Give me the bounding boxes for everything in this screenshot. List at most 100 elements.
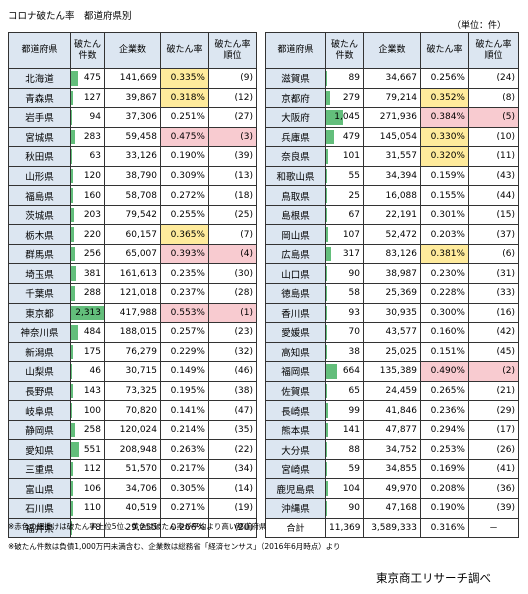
bankruptcy-rate: 0.169% xyxy=(420,458,469,480)
bankruptcy-rate: 0.272% xyxy=(160,185,209,206)
company-count: 34,706 xyxy=(104,478,161,500)
bankruptcy-rate: 0.155% xyxy=(420,185,469,206)
company-count: 43,577 xyxy=(363,322,421,343)
table-row: 石川県 110 40,519 0.271% (19) xyxy=(8,498,257,519)
prefecture-name: 福岡県 xyxy=(265,361,326,382)
table-row: 秋田県 63 33,126 0.190% (39) xyxy=(8,146,257,167)
company-count: 73,325 xyxy=(104,380,161,402)
count-bar xyxy=(326,442,328,457)
rate-rank: (39) xyxy=(468,498,519,519)
rate-rank: (4) xyxy=(208,243,257,265)
bankruptcy-count: 90 xyxy=(325,498,364,519)
count-bar xyxy=(326,344,327,360)
left-table: 都道府県 破たん 件数 企業数 破たん率 破たん率 順位 北海道 475 141,669… xyxy=(8,32,257,539)
prefecture-name: 和歌山県 xyxy=(265,165,326,187)
total-companies: 3,589,333 xyxy=(363,517,421,539)
prefecture-name: 静岡県 xyxy=(8,419,71,441)
prefecture-name: 愛知県 xyxy=(8,439,71,460)
count-value: 88 xyxy=(348,444,360,455)
company-count: 161,613 xyxy=(104,263,161,285)
bankruptcy-rate: 0.294% xyxy=(420,419,469,441)
rate-rank: (2) xyxy=(468,361,519,382)
company-count: 34,394 xyxy=(363,165,421,187)
source-credit: 東京商工リサーチ調べ xyxy=(376,571,491,585)
rate-rank: (39) xyxy=(208,146,257,167)
bankruptcy-rate: 0.236% xyxy=(420,400,469,421)
total-rate: 0.316% xyxy=(420,517,469,539)
company-count: 121,018 xyxy=(104,283,161,304)
bankruptcy-count: 175 xyxy=(70,341,105,363)
count-bar xyxy=(71,403,73,418)
count-bar xyxy=(71,422,75,438)
rate-rank: (6) xyxy=(468,243,519,265)
bankruptcy-rate: 0.330% xyxy=(420,126,469,148)
rate-rank: (30) xyxy=(208,263,257,285)
bankruptcy-count: 67 xyxy=(325,204,364,226)
company-count: 31,557 xyxy=(363,146,421,167)
bankruptcy-count: 89 xyxy=(325,68,364,89)
table-row: 山口県 90 38,987 0.230% (31) xyxy=(265,263,519,285)
rate-rank: (28) xyxy=(208,283,257,304)
count-bar xyxy=(326,403,328,418)
rate-rank: (37) xyxy=(468,224,519,245)
table-row: 和歌山県 55 34,394 0.159% (43) xyxy=(265,165,519,187)
company-count: 141,669 xyxy=(104,68,161,89)
table-row: 青森県 127 39,867 0.318% (12) xyxy=(8,87,257,109)
bankruptcy-count: 1,045 xyxy=(325,107,364,128)
prefecture-name: 熊本県 xyxy=(265,419,326,441)
table-row: 宮城県 283 59,458 0.475% (3) xyxy=(8,126,257,148)
table-title: コロナ破たん率 都道府県別 xyxy=(8,11,132,22)
count-bar xyxy=(71,461,73,477)
bankruptcy-rate: 0.237% xyxy=(160,283,209,304)
bankruptcy-rate: 0.251% xyxy=(160,107,209,128)
count-value: 55 xyxy=(348,171,360,181)
bankruptcy-rate: 0.320% xyxy=(420,146,469,167)
bankruptcy-count: 288 xyxy=(70,283,105,304)
left-header-row: 都道府県 破たん 件数 企業数 破たん率 破たん率 順位 xyxy=(8,32,257,69)
count-value: 58 xyxy=(348,288,360,299)
bankruptcy-count: 99 xyxy=(325,400,364,421)
prefecture-name: 愛媛県 xyxy=(265,322,326,343)
bankruptcy-count: 38 xyxy=(325,341,364,363)
company-count: 120,024 xyxy=(104,419,161,441)
header-companies: 企業数 xyxy=(104,32,161,69)
company-count: 417,988 xyxy=(104,302,161,324)
count-bar xyxy=(71,207,74,223)
company-count: 34,855 xyxy=(363,458,421,480)
prefecture-name: 広島県 xyxy=(265,243,326,265)
count-bar xyxy=(326,364,337,379)
rate-rank: (43) xyxy=(468,165,519,187)
bankruptcy-count: 112 xyxy=(70,458,105,480)
table-row: 徳島県 58 25,369 0.228% (33) xyxy=(265,283,519,304)
bankruptcy-count: 101 xyxy=(325,146,364,167)
count-value: 90 xyxy=(348,268,360,279)
bankruptcy-count: 110 xyxy=(70,498,105,519)
count-bar xyxy=(326,422,329,438)
count-bar xyxy=(71,149,72,164)
count-value: 1,045 xyxy=(334,112,360,123)
bankruptcy-count: 93 xyxy=(325,302,364,324)
count-bar xyxy=(71,246,75,262)
bankruptcy-count: 2,313 xyxy=(70,302,105,324)
rate-rank: (8) xyxy=(468,87,519,109)
bankruptcy-count: 160 xyxy=(70,185,105,206)
prefecture-name: 山梨県 xyxy=(8,361,71,382)
count-bar xyxy=(71,168,73,184)
bankruptcy-count: 25 xyxy=(325,185,364,206)
rate-rank: (11) xyxy=(468,146,519,167)
table-row: 佐賀県 65 24,459 0.265% (21) xyxy=(265,380,519,402)
table-row: 宮崎県 59 34,855 0.169% (41) xyxy=(265,458,519,480)
bankruptcy-count: 220 xyxy=(70,224,105,245)
table-row: 愛知県 551 208,948 0.263% (22) xyxy=(8,439,257,460)
company-count: 30,935 xyxy=(363,302,421,324)
table-row: 山梨県 46 30,715 0.149% (46) xyxy=(8,361,257,382)
company-count: 49,970 xyxy=(363,478,421,500)
bankruptcy-count: 141 xyxy=(325,419,364,441)
count-value: 2,313 xyxy=(75,307,101,318)
company-count: 34,667 xyxy=(363,68,421,89)
bankruptcy-count: 90 xyxy=(325,263,364,285)
table-row: 香川県 93 30,935 0.300% (16) xyxy=(265,302,519,324)
rate-rank: (29) xyxy=(468,400,519,421)
count-bar xyxy=(326,149,328,164)
count-value: 101 xyxy=(342,151,360,162)
